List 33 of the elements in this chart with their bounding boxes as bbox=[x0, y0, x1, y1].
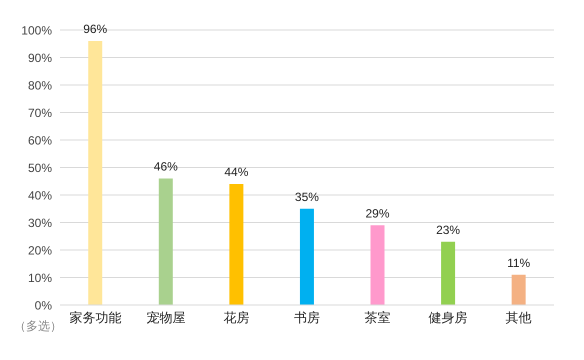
data-label: 11% bbox=[507, 256, 531, 270]
x-tick-label: 健身房 bbox=[428, 310, 468, 326]
bar bbox=[300, 208, 314, 305]
x-tick-label: 宠物屋 bbox=[146, 310, 186, 326]
data-label: 23% bbox=[436, 222, 460, 237]
data-label: 96% bbox=[83, 22, 108, 36]
bar bbox=[512, 274, 526, 305]
y-tick-label: 40% bbox=[28, 188, 52, 202]
x-tick-label: 家务功能 bbox=[69, 310, 122, 326]
x-tick-label: 书房 bbox=[294, 310, 320, 326]
data-label: 44% bbox=[224, 165, 249, 179]
data-label: 35% bbox=[294, 190, 320, 204]
y-tick-label: 0% bbox=[34, 298, 52, 312]
y-tick-label: 100% bbox=[21, 23, 52, 38]
data-label: 46% bbox=[154, 160, 178, 174]
bar bbox=[88, 41, 102, 305]
y-tick-label: 50% bbox=[28, 160, 52, 175]
text: （多选） bbox=[14, 318, 62, 335]
bar bbox=[229, 184, 244, 305]
y-tick-label: 10% bbox=[28, 270, 52, 285]
bar bbox=[370, 225, 385, 305]
y-tick-label: 20% bbox=[28, 243, 52, 258]
data-label: 29% bbox=[366, 206, 390, 220]
y-tick-label: 90% bbox=[28, 50, 52, 65]
y-tick-label: 80% bbox=[28, 78, 52, 92]
bar bbox=[158, 178, 173, 305]
x-tick-label: 花房 bbox=[223, 310, 250, 326]
y-tick-label: 30% bbox=[28, 216, 52, 230]
x-tick-label: 茶室 bbox=[364, 310, 391, 326]
y-tick-label: 70% bbox=[28, 106, 52, 120]
bar bbox=[441, 242, 456, 305]
y-tick-label: 60% bbox=[28, 133, 52, 148]
x-tick-label: 其他 bbox=[506, 310, 532, 326]
